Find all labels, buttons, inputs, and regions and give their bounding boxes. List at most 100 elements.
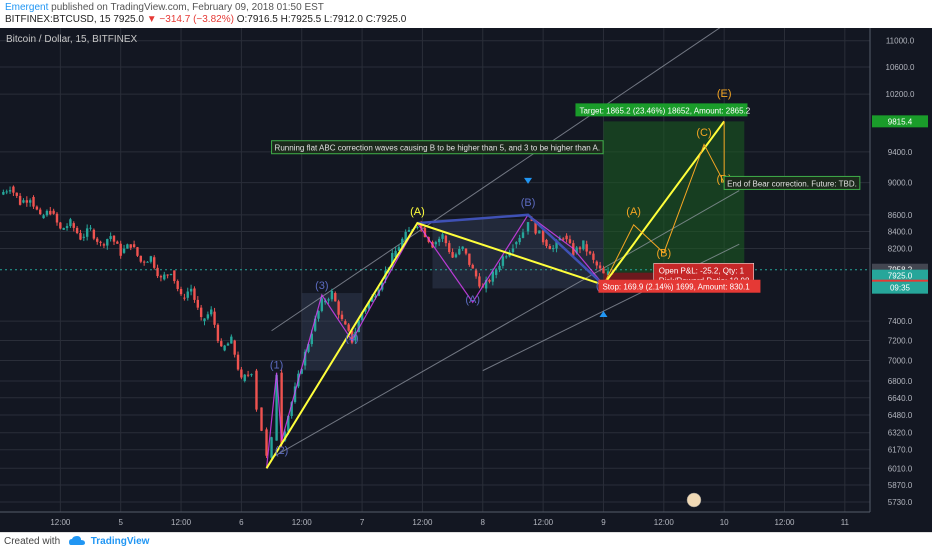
channel-line-upper [271, 28, 721, 332]
time-tick: 10 [720, 518, 729, 527]
price-tick: 8400.0 [888, 227, 913, 236]
candle-down [196, 299, 200, 308]
channel-line-lower [271, 190, 740, 459]
price-tick: 7000.0 [888, 356, 913, 365]
candle-up [223, 345, 226, 351]
candle-up [320, 298, 324, 311]
candle-up [317, 310, 320, 319]
candle-down [236, 354, 240, 370]
annotation-box [723, 175, 861, 190]
price-tick: 10600.0 [886, 63, 915, 72]
candle-down [59, 222, 62, 229]
candle-down [32, 196, 35, 207]
candle-up [203, 318, 206, 322]
time-tick: 12:00 [171, 518, 192, 527]
author-link[interactable]: Emergent [5, 2, 49, 13]
candle-down [183, 297, 186, 299]
candle-up [515, 242, 518, 245]
price-tick: 5870.0 [888, 481, 913, 490]
wave-label: (B) [521, 197, 536, 209]
candle-down [240, 369, 243, 378]
symbol-quote: BITFINEX:BTCUSD, 15 7925.0 ▼ −314.7 (−3.… [5, 14, 406, 25]
candle-up [89, 227, 92, 229]
candle-down [199, 307, 203, 317]
price-badge [872, 115, 928, 128]
candle-up [437, 238, 441, 243]
candle-up [28, 200, 32, 203]
candle-down [340, 314, 344, 319]
candle-up [354, 332, 357, 341]
annotation-text: End of Bear correction. Future: TBD. [727, 179, 857, 188]
candle-down [12, 186, 15, 193]
candle-up [5, 191, 8, 193]
wave-label: (A) [410, 206, 425, 218]
time-tick: 5 [118, 518, 123, 527]
candle-down [471, 264, 474, 269]
price-tick: 7925.0 [888, 272, 913, 281]
price-tick: 7200.0 [888, 337, 913, 346]
candle-down [18, 195, 22, 205]
candle-up [230, 336, 233, 344]
ohlc-open: O:7916.5 [236, 14, 278, 25]
wave-lines [265, 120, 725, 469]
candle-up [360, 311, 364, 321]
candle-up [186, 291, 189, 298]
candle-up [538, 230, 541, 234]
candle-down [220, 341, 223, 347]
candle-up [8, 190, 12, 192]
candle-up [505, 256, 508, 258]
candle-down [448, 243, 451, 253]
candle-up [582, 240, 585, 250]
candle-down [562, 238, 565, 240]
created-with-text: Created with [4, 536, 61, 547]
candle-up [149, 256, 153, 262]
candle-up [551, 247, 555, 250]
candle-down [129, 244, 132, 248]
wave-label: (C) [696, 127, 711, 139]
candle-down [598, 265, 602, 269]
candle-down [52, 210, 55, 214]
ohlc-low: L:7912.0 [324, 14, 363, 25]
candle-up [169, 273, 173, 275]
footer: Created with TradingView [0, 532, 932, 551]
price-chart[interactable]: (1)(2)(3)(4)(A)(A)(B)(A)(B)(C)(D)(E)(C) … [0, 28, 932, 532]
candle-down [15, 192, 18, 196]
candle-up [42, 215, 45, 219]
candle-down [72, 223, 75, 228]
price-tick: 6170.0 [888, 446, 913, 455]
candle-down [468, 253, 471, 265]
candle-up [270, 437, 273, 458]
target-badge [575, 103, 748, 117]
candle-up [122, 248, 126, 253]
price-tick: 6480.0 [888, 411, 913, 420]
price-tick: 9000.0 [888, 179, 913, 188]
time-tick: 8 [481, 518, 486, 527]
candle-up [494, 269, 498, 275]
price-axis: 11000.0 10600.0 10200.0 9815.4 9400.0 9000.0 8… [869, 28, 932, 532]
candle-up [374, 295, 377, 298]
candle-down [419, 223, 423, 229]
wave-label: (B) [656, 248, 671, 260]
candle-up [370, 296, 374, 302]
time-tick: 12:00 [50, 518, 71, 527]
candle-down [39, 209, 42, 215]
candle-up [189, 288, 193, 292]
wave-label: (A) [626, 206, 641, 218]
candle-up [397, 247, 401, 251]
candle-up [287, 416, 290, 432]
candle-down [132, 244, 136, 248]
candle-up [511, 248, 515, 253]
candle-up [69, 219, 72, 227]
wave-label: (4) [345, 332, 358, 344]
tradingview-brand[interactable]: TradingView [90, 536, 150, 547]
candle-down [96, 238, 99, 242]
candle-down [534, 221, 537, 234]
candle-up [290, 402, 293, 417]
candle-down [166, 274, 169, 276]
candle-up [109, 236, 112, 240]
price-tick: 8600.0 [888, 211, 913, 220]
candle-up [324, 300, 327, 303]
price-tick: 7400.0 [888, 317, 913, 326]
time-axis: 12:00 5 12:00 6 12:00 7 12:00 8 12:00 9 12:00 10 12:… [0, 492, 932, 532]
candle-down [139, 255, 143, 262]
